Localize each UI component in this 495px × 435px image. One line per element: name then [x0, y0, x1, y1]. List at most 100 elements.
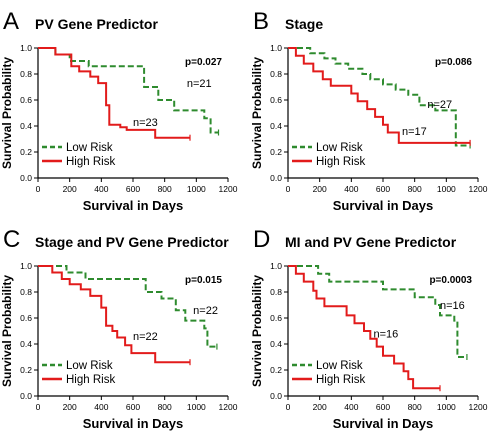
- x-tick-label: 0: [36, 402, 41, 412]
- x-axis-label: Survival in Days: [83, 416, 183, 431]
- y-tick-label: 0.4: [20, 121, 32, 131]
- y-tick-label: 0.2: [20, 365, 32, 375]
- series-high-risk-curve: [38, 265, 190, 364]
- x-axis-label: Survival in Days: [333, 416, 433, 431]
- x-tick-label: 400: [344, 184, 358, 194]
- x-tick-label: 1000: [437, 184, 456, 194]
- chart-title: Stage: [285, 16, 323, 32]
- y-tick-label: 0.2: [20, 147, 32, 157]
- legend: Low Risk High Risk: [42, 142, 115, 168]
- x-tick-label: 600: [376, 184, 390, 194]
- x-tick-label: 1200: [469, 184, 488, 194]
- y-tick-label: 0.8: [20, 69, 32, 79]
- x-tick-label: 1200: [219, 402, 238, 412]
- chart-title: MI and PV Gene Predictor: [285, 234, 457, 250]
- n-label: n=17: [402, 126, 427, 138]
- x-tick-label: 800: [158, 402, 172, 412]
- legend-label: High Risk: [66, 374, 115, 386]
- n-label: n=16: [440, 300, 465, 312]
- x-tick-label: 400: [344, 402, 358, 412]
- panel-a: A PV Gene Predictor p=0.027 0 200 400 600 800 10…: [0, 8, 238, 213]
- legend: Low Risk High Risk: [292, 142, 365, 168]
- n-label: n=27: [427, 99, 452, 111]
- x-tick-label: 0: [286, 184, 291, 194]
- legend: Low Risk High Risk: [292, 360, 365, 386]
- y-axis-label: Survival Probability: [250, 57, 264, 169]
- legend-label: Low Risk: [316, 360, 363, 372]
- y-axis-label: Survival Probability: [0, 275, 14, 387]
- n-label: n=23: [133, 117, 158, 129]
- y-axis-label: Survival Probability: [0, 57, 14, 169]
- x-tick-label: 200: [63, 402, 77, 412]
- x-tick-label: 600: [126, 184, 140, 194]
- x-tick-label: 200: [313, 402, 327, 412]
- y-tick-label: 0.4: [20, 339, 32, 349]
- series-high-risk-curve: [38, 47, 190, 139]
- x-tick-label: 0: [286, 402, 291, 412]
- axes: 0 200 400 600 800 1000 1200 0.0 0.2 0.4 0.6 0.8 1.0: [270, 43, 488, 194]
- y-tick-label: 0.0: [20, 391, 32, 401]
- legend-label: Low Risk: [66, 360, 113, 372]
- legend-label: Low Risk: [66, 142, 113, 154]
- p-value: p=0.086: [435, 57, 472, 68]
- y-tick-label: 0.0: [20, 173, 32, 183]
- y-tick-label: 0.0: [270, 391, 282, 401]
- y-tick-label: 0.6: [20, 95, 32, 105]
- y-axis-label: Survival Probability: [250, 275, 264, 387]
- y-tick-label: 0.6: [270, 313, 282, 323]
- x-tick-label: 200: [313, 184, 327, 194]
- legend-label: High Risk: [66, 156, 115, 168]
- x-tick-label: 1200: [469, 402, 488, 412]
- panel-letter: B: [253, 8, 269, 35]
- y-tick-label: 1.0: [270, 43, 282, 53]
- x-tick-label: 1200: [219, 184, 238, 194]
- y-tick-label: 1.0: [20, 43, 32, 53]
- n-label: n=22: [133, 331, 158, 343]
- axes: 0 200 400 600 800 1000 1200 0.0 0.2 0.4 0.6 0.8 1.0: [20, 43, 238, 194]
- x-tick-label: 400: [94, 402, 108, 412]
- legend-label: High Risk: [316, 374, 365, 386]
- x-tick-label: 400: [94, 184, 108, 194]
- p-value: p=0.027: [185, 57, 222, 68]
- panel-letter: A: [3, 8, 19, 35]
- series-low-risk-curve: [288, 265, 467, 358]
- y-tick-label: 0.4: [270, 121, 282, 131]
- x-tick-label: 800: [408, 402, 422, 412]
- legend: Low Risk High Risk: [42, 360, 115, 386]
- panel-letter: D: [253, 226, 270, 253]
- x-tick-label: 600: [126, 402, 140, 412]
- series-low-risk-curve: [38, 47, 219, 134]
- x-tick-label: 600: [376, 402, 390, 412]
- y-tick-label: 0.8: [20, 287, 32, 297]
- n-label: n=16: [374, 329, 399, 341]
- panel-b: B Stage p=0.086 0 200 400 600 800 1000 1200 0.0 0.2…: [250, 8, 488, 213]
- n-label: n=21: [187, 78, 212, 90]
- x-axis-label: Survival in Days: [83, 198, 183, 213]
- chart-title: Stage and PV Gene Predictor: [35, 234, 229, 250]
- panel-c: C Stage and PV Gene Predictor p=0.015 0 200 4…: [0, 226, 238, 431]
- x-tick-label: 1000: [187, 402, 206, 412]
- legend-label: High Risk: [316, 156, 365, 168]
- y-tick-label: 0.0: [270, 173, 282, 183]
- y-tick-label: 1.0: [20, 261, 32, 271]
- chart-title: PV Gene Predictor: [35, 16, 158, 32]
- y-tick-label: 0.2: [270, 147, 282, 157]
- x-tick-label: 1000: [437, 402, 456, 412]
- n-label: n=22: [193, 305, 218, 317]
- legend-label: Low Risk: [316, 142, 363, 154]
- y-tick-label: 0.8: [270, 69, 282, 79]
- y-tick-label: 0.6: [270, 95, 282, 105]
- series-high-risk-curve: [288, 47, 471, 144]
- y-tick-label: 0.8: [270, 287, 282, 297]
- series-high-risk-curve: [288, 265, 440, 390]
- axes: 0 200 400 600 800 1000 1200 0.0 0.2 0.4 0.6 0.8 1.0: [270, 261, 488, 412]
- panel-d: D MI and PV Gene Predictor p=0.0003 0 200 400…: [250, 226, 488, 431]
- y-tick-label: 1.0: [270, 261, 282, 271]
- p-value: p=0.0003: [429, 275, 472, 286]
- panel-letter: C: [3, 226, 20, 253]
- series-low-risk-curve: [38, 265, 217, 348]
- x-tick-label: 800: [408, 184, 422, 194]
- x-tick-label: 800: [158, 184, 172, 194]
- x-tick-label: 200: [63, 184, 77, 194]
